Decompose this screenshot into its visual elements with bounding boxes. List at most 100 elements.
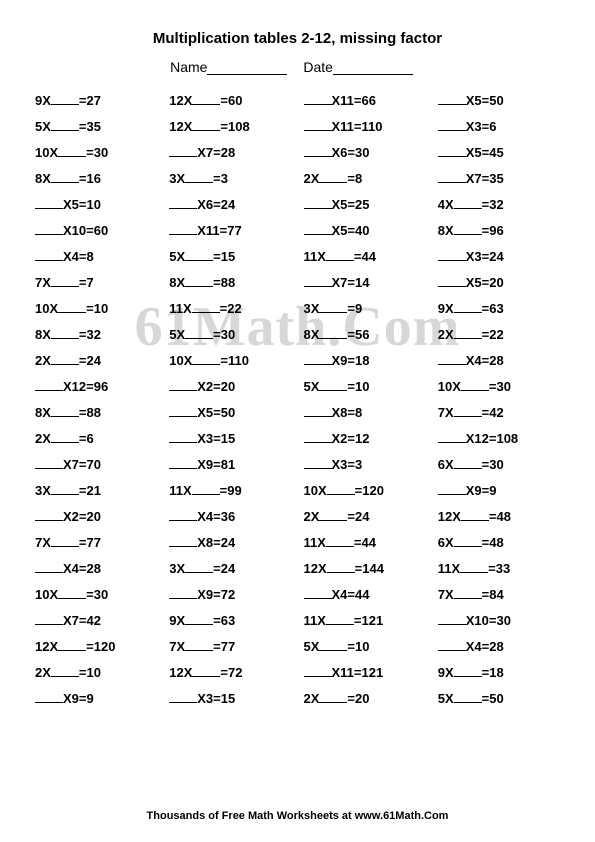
answer-blank[interactable]	[192, 121, 220, 131]
answer-blank[interactable]	[192, 485, 220, 495]
answer-blank[interactable]	[304, 407, 332, 417]
answer-blank[interactable]	[192, 667, 220, 677]
answer-blank[interactable]	[169, 537, 197, 547]
answer-blank[interactable]	[51, 485, 79, 495]
answer-blank[interactable]	[35, 615, 63, 625]
answer-blank[interactable]	[454, 407, 482, 417]
answer-blank[interactable]	[461, 511, 489, 521]
answer-blank[interactable]	[438, 641, 466, 651]
answer-blank[interactable]	[51, 433, 79, 443]
answer-blank[interactable]	[319, 329, 347, 339]
answer-blank[interactable]	[185, 329, 213, 339]
answer-blank[interactable]	[454, 667, 482, 677]
answer-blank[interactable]	[169, 225, 197, 235]
answer-blank[interactable]	[185, 563, 213, 573]
problem-prefix: 6X	[438, 535, 454, 550]
answer-blank[interactable]	[51, 95, 79, 105]
answer-blank[interactable]	[454, 693, 482, 703]
answer-blank[interactable]	[454, 303, 482, 313]
answer-blank[interactable]	[319, 303, 347, 313]
answer-blank[interactable]	[304, 277, 332, 287]
answer-blank[interactable]	[185, 277, 213, 287]
answer-blank[interactable]	[304, 225, 332, 235]
answer-blank[interactable]	[454, 537, 482, 547]
answer-blank[interactable]	[304, 459, 332, 469]
answer-blank[interactable]	[169, 693, 197, 703]
answer-blank[interactable]	[438, 355, 466, 365]
answer-blank[interactable]	[35, 511, 63, 521]
answer-blank[interactable]	[438, 251, 466, 261]
answer-blank[interactable]	[35, 563, 63, 573]
answer-blank[interactable]	[304, 589, 332, 599]
answer-blank[interactable]	[51, 407, 79, 417]
answer-blank[interactable]	[192, 95, 220, 105]
answer-blank[interactable]	[319, 693, 347, 703]
answer-blank[interactable]	[438, 277, 466, 287]
answer-blank[interactable]	[304, 433, 332, 443]
answer-blank[interactable]	[185, 173, 213, 183]
problem-cell: X9=9	[35, 691, 157, 706]
answer-blank[interactable]	[438, 121, 466, 131]
answer-blank[interactable]	[319, 173, 347, 183]
answer-blank[interactable]	[51, 355, 79, 365]
answer-blank[interactable]	[461, 381, 489, 391]
answer-blank[interactable]	[185, 615, 213, 625]
answer-blank[interactable]	[169, 199, 197, 209]
answer-blank[interactable]	[326, 615, 354, 625]
answer-blank[interactable]	[35, 199, 63, 209]
answer-blank[interactable]	[454, 199, 482, 209]
answer-blank[interactable]	[58, 303, 86, 313]
answer-blank[interactable]	[438, 485, 466, 495]
answer-blank[interactable]	[438, 147, 466, 157]
answer-blank[interactable]	[438, 615, 466, 625]
answer-blank[interactable]	[169, 147, 197, 157]
answer-blank[interactable]	[51, 121, 79, 131]
answer-blank[interactable]	[304, 199, 332, 209]
answer-blank[interactable]	[304, 147, 332, 157]
answer-blank[interactable]	[51, 329, 79, 339]
answer-blank[interactable]	[169, 407, 197, 417]
answer-blank[interactable]	[58, 147, 86, 157]
answer-blank[interactable]	[35, 251, 63, 261]
date-blank[interactable]	[333, 61, 413, 75]
answer-blank[interactable]	[454, 225, 482, 235]
answer-blank[interactable]	[319, 381, 347, 391]
answer-blank[interactable]	[327, 563, 355, 573]
answer-blank[interactable]	[326, 251, 354, 261]
answer-blank[interactable]	[327, 485, 355, 495]
answer-blank[interactable]	[319, 511, 347, 521]
answer-blank[interactable]	[192, 303, 220, 313]
answer-blank[interactable]	[169, 589, 197, 599]
answer-blank[interactable]	[169, 511, 197, 521]
name-blank[interactable]	[207, 61, 287, 75]
answer-blank[interactable]	[35, 459, 63, 469]
answer-blank[interactable]	[51, 667, 79, 677]
answer-blank[interactable]	[460, 563, 488, 573]
answer-blank[interactable]	[454, 329, 482, 339]
answer-blank[interactable]	[35, 225, 63, 235]
answer-blank[interactable]	[58, 641, 86, 651]
answer-blank[interactable]	[51, 537, 79, 547]
answer-blank[interactable]	[185, 641, 213, 651]
answer-blank[interactable]	[169, 459, 197, 469]
answer-blank[interactable]	[304, 121, 332, 131]
answer-blank[interactable]	[319, 641, 347, 651]
answer-blank[interactable]	[192, 355, 220, 365]
answer-blank[interactable]	[326, 537, 354, 547]
answer-blank[interactable]	[454, 459, 482, 469]
answer-blank[interactable]	[58, 589, 86, 599]
answer-blank[interactable]	[454, 589, 482, 599]
answer-blank[interactable]	[35, 381, 63, 391]
answer-blank[interactable]	[304, 355, 332, 365]
answer-blank[interactable]	[35, 693, 63, 703]
answer-blank[interactable]	[304, 667, 332, 677]
answer-blank[interactable]	[438, 173, 466, 183]
answer-blank[interactable]	[438, 433, 466, 443]
answer-blank[interactable]	[169, 381, 197, 391]
answer-blank[interactable]	[169, 433, 197, 443]
answer-blank[interactable]	[438, 95, 466, 105]
answer-blank[interactable]	[51, 173, 79, 183]
answer-blank[interactable]	[304, 95, 332, 105]
answer-blank[interactable]	[185, 251, 213, 261]
answer-blank[interactable]	[51, 277, 79, 287]
